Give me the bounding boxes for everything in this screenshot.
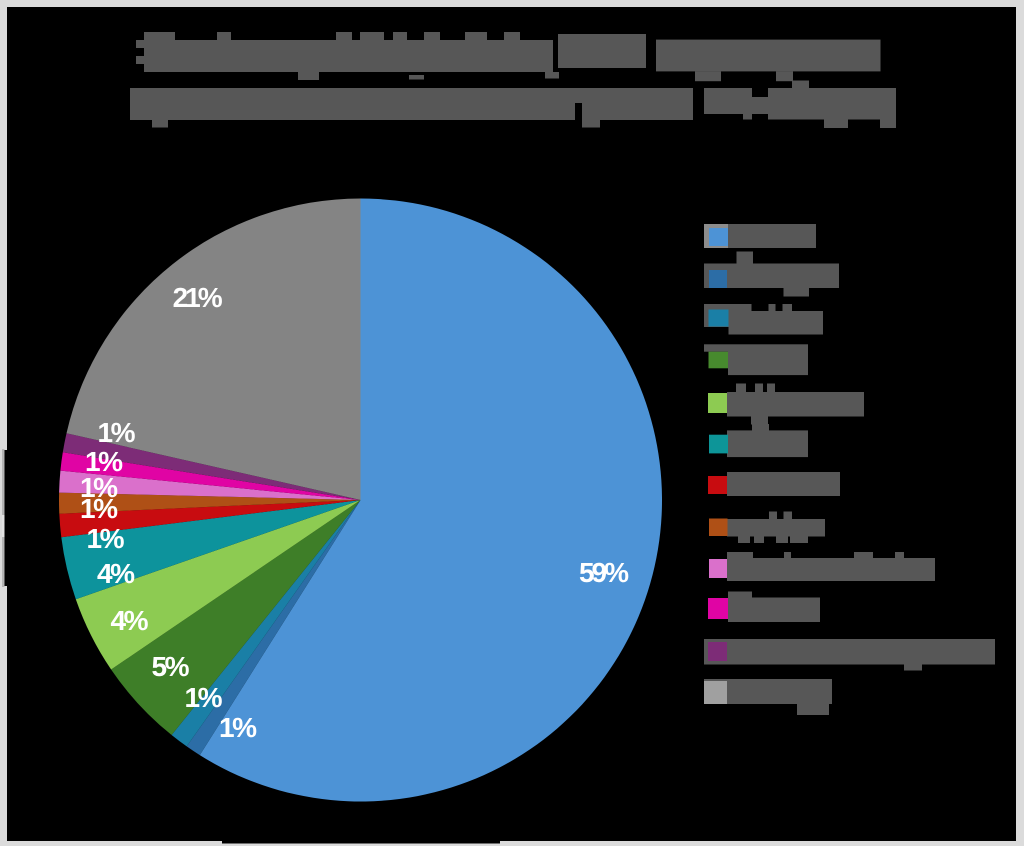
svg-text:1%: 1%: [185, 682, 223, 713]
svg-text:1%: 1%: [98, 417, 136, 448]
svg-text:1%: 1%: [80, 472, 118, 503]
svg-text:59%: 59%: [579, 557, 629, 588]
svg-text:1%: 1%: [219, 712, 257, 743]
svg-text:1%: 1%: [80, 493, 118, 524]
svg-text:4%: 4%: [97, 558, 135, 589]
svg-text:1%: 1%: [85, 446, 123, 477]
svg-text:21%: 21%: [173, 282, 223, 313]
svg-text:5%: 5%: [152, 651, 190, 682]
svg-text:4%: 4%: [111, 605, 149, 636]
svg-text:1%: 1%: [87, 523, 125, 554]
